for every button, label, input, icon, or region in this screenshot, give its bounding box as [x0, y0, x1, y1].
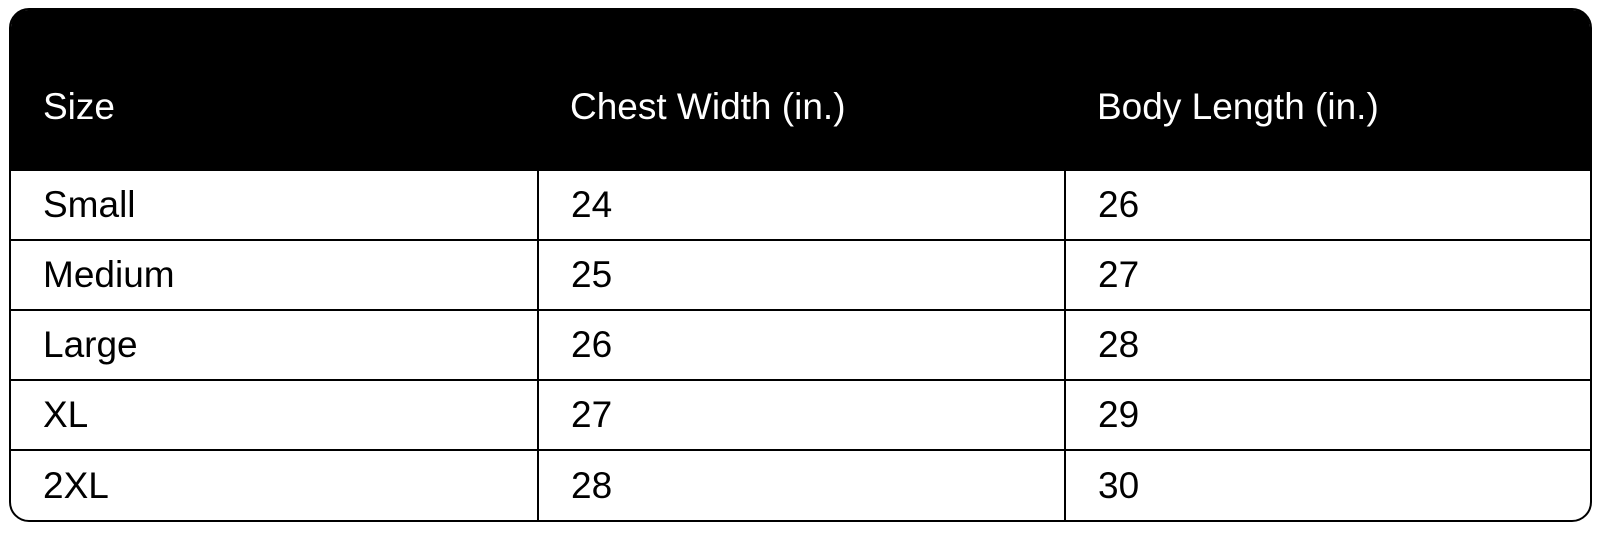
cell-size: Medium: [11, 239, 538, 310]
cell-chest-width: 28: [537, 449, 1065, 520]
cell-body-length: 29: [1064, 379, 1590, 450]
size-chart: Size Chest Width (in.) Body Length (in.)…: [9, 8, 1592, 522]
size-table: Size Chest Width (in.) Body Length (in.)…: [11, 10, 1590, 520]
cell-body-length: 30: [1064, 449, 1590, 520]
table-body: Small 24 26 Medium 25 27 Large 26 28 XL 27 29 2XL 28 3…: [11, 169, 1590, 520]
cell-chest-width: 27: [537, 379, 1065, 450]
header-chest-width: Chest Width (in.): [538, 10, 1065, 170]
cell-size: XL: [11, 379, 538, 450]
cell-chest-width: 24: [537, 169, 1065, 240]
table-row: Medium 25 27: [11, 239, 1590, 310]
cell-size: Small: [11, 169, 538, 240]
cell-size: 2XL: [11, 449, 538, 520]
header-row: Size Chest Width (in.) Body Length (in.): [11, 10, 1590, 170]
table-row: XL 27 29: [11, 379, 1590, 450]
cell-body-length: 26: [1064, 169, 1590, 240]
table-row: 2XL 28 30: [11, 449, 1590, 520]
cell-chest-width: 26: [537, 309, 1065, 380]
cell-chest-width: 25: [537, 239, 1065, 310]
table-row: Large 26 28: [11, 309, 1590, 380]
table-row: Small 24 26: [11, 169, 1590, 240]
cell-size: Large: [11, 309, 538, 380]
header-size: Size: [11, 10, 538, 170]
header-body-length: Body Length (in.): [1065, 10, 1590, 170]
cell-body-length: 28: [1064, 309, 1590, 380]
cell-body-length: 27: [1064, 239, 1590, 310]
